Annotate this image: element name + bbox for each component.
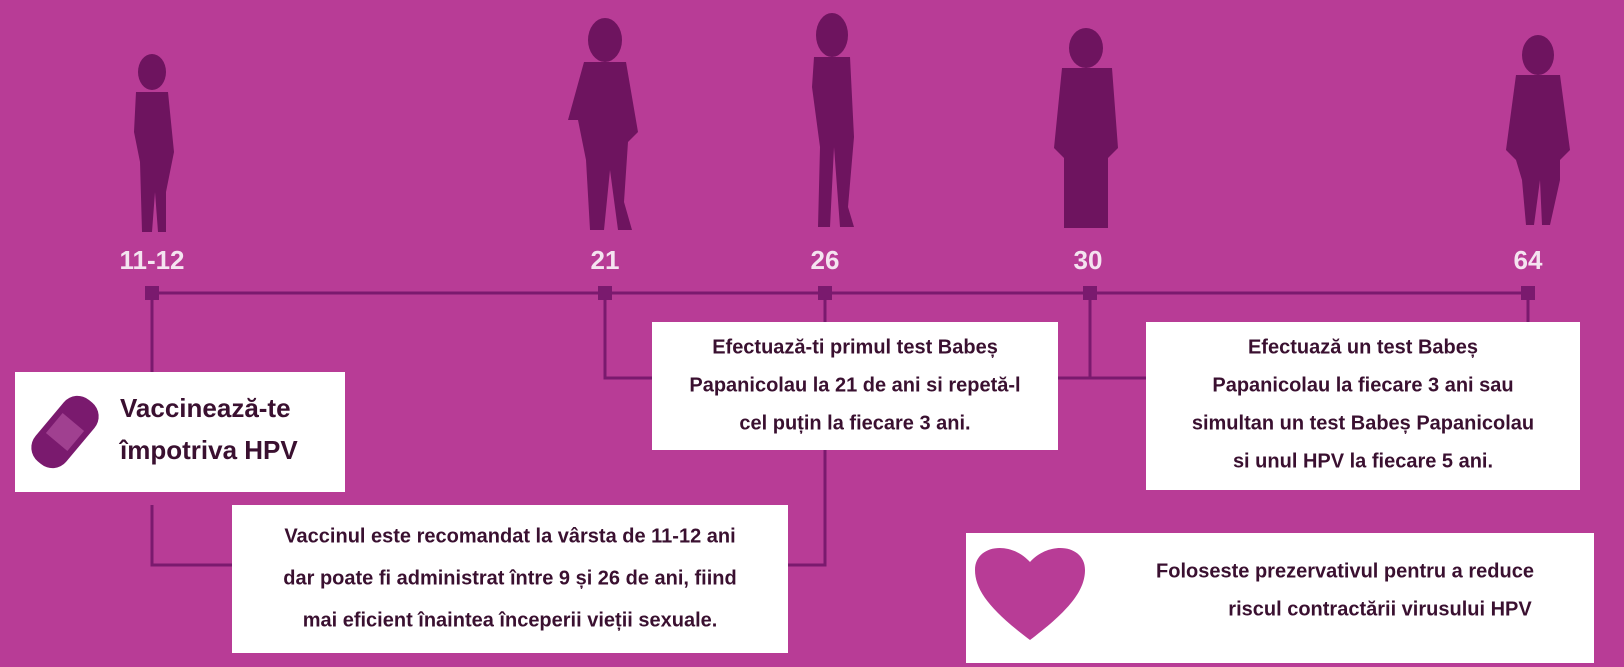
box-text: cel puțin la fiecare 3 ani.	[739, 412, 970, 434]
box-text: dar poate fi administrat între 9 și 26 d…	[283, 567, 736, 589]
box-text: Efectuază-ti primul test Babeș	[712, 336, 998, 358]
age-label: 30	[1074, 245, 1103, 275]
box-text: Foloseste prezervativul pentru a reduce	[1156, 560, 1534, 582]
box-text: Vaccinează-te	[120, 393, 291, 423]
box-text: Papanicolau la 21 de ani si repetă-l	[689, 374, 1020, 396]
age-label: 64	[1514, 245, 1543, 275]
box-text: Papanicolau la fiecare 3 ani sau	[1212, 374, 1513, 396]
box-text: Efectuază un test Babeș	[1248, 336, 1478, 358]
box-text: împotriva HPV	[118, 435, 298, 465]
box-text: Vaccinul este recomandat la vârsta de 11…	[284, 525, 735, 547]
box-text: riscul contractării virusului HPV	[1228, 598, 1532, 620]
box-text: si unul HPV la fiecare 5 ani.	[1233, 450, 1493, 472]
age-label: 11-12	[119, 245, 184, 275]
page: 11-12 21 26 30 64 Vaccinează-te împotriv…	[0, 0, 1624, 667]
age-label: 26	[811, 245, 840, 275]
infographic: 11-12 21 26 30 64 Vaccinează-te împotriv…	[0, 0, 1624, 667]
age-label: 21	[591, 245, 620, 275]
box-text: simultan un test Babeș Papanicolau	[1192, 412, 1534, 434]
box-text: mai eficient înaintea începerii vieții s…	[303, 609, 718, 631]
silhouettes	[134, 13, 1570, 232]
